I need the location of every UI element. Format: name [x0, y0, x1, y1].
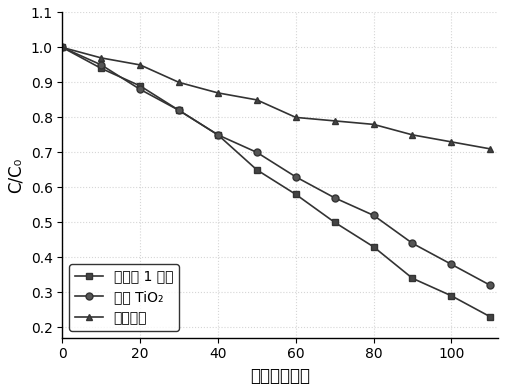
空白对照	[98, 56, 104, 60]
市售 TiO₂	[59, 45, 65, 50]
空白对照	[410, 132, 416, 137]
空白对照	[254, 98, 260, 102]
实施例 1 样品	[487, 314, 493, 319]
实施例 1 样品	[254, 167, 260, 172]
空白对照	[332, 118, 338, 123]
市售 TiO₂	[371, 213, 377, 218]
市售 TiO₂	[254, 150, 260, 155]
市售 TiO₂	[448, 262, 454, 267]
市售 TiO₂	[98, 63, 104, 67]
Line: 空白对照: 空白对照	[59, 44, 494, 152]
市售 TiO₂	[293, 174, 299, 179]
实施例 1 样品	[137, 83, 143, 88]
实施例 1 样品	[410, 276, 416, 281]
空白对照	[293, 115, 299, 120]
Line: 实施例 1 样品: 实施例 1 样品	[59, 44, 494, 320]
市售 TiO₂	[137, 87, 143, 92]
实施例 1 样品	[371, 245, 377, 249]
空白对照	[176, 80, 182, 85]
空白对照	[487, 147, 493, 151]
市售 TiO₂	[176, 108, 182, 113]
实施例 1 样品	[59, 45, 65, 50]
空白对照	[448, 140, 454, 144]
实施例 1 样品	[215, 132, 221, 137]
实施例 1 样品	[448, 294, 454, 298]
空白对照	[59, 45, 65, 50]
空白对照	[371, 122, 377, 127]
空白对照	[137, 63, 143, 67]
市售 TiO₂	[215, 132, 221, 137]
实施例 1 样品	[332, 220, 338, 225]
实施例 1 样品	[176, 108, 182, 113]
空白对照	[215, 91, 221, 95]
市售 TiO₂	[487, 283, 493, 288]
X-axis label: 时间（分钟）: 时间（分钟）	[250, 367, 310, 385]
Legend: 实施例 1 样品, 市售 TiO₂, 空白对照: 实施例 1 样品, 市售 TiO₂, 空白对照	[69, 264, 179, 331]
市售 TiO₂	[410, 241, 416, 246]
实施例 1 样品	[293, 192, 299, 197]
Line: 市售 TiO₂: 市售 TiO₂	[59, 44, 494, 289]
实施例 1 样品	[98, 66, 104, 71]
Y-axis label: C/C₀: C/C₀	[7, 158, 25, 193]
市售 TiO₂	[332, 196, 338, 200]
